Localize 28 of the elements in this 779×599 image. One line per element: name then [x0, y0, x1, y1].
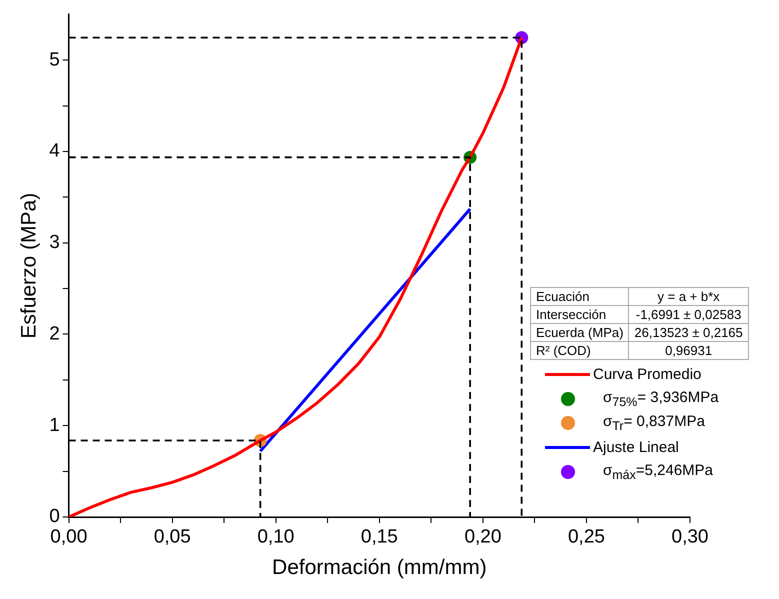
annotation: R² (COD) — [530, 342, 629, 360]
x-tick-label: 0,20 — [464, 526, 502, 548]
y-tick-label: 4 — [49, 140, 60, 162]
legend-label: σ$_{máx}$=5,246MPa — [603, 462, 714, 482]
x-tick-label: 0,15 — [360, 526, 398, 548]
annotation: -1,6991 ± 0,02583 — [628, 306, 748, 324]
y-tick-label: 0 — [49, 506, 60, 528]
annotation: 0,96931 — [628, 342, 748, 360]
annotation: y = a + b*x — [628, 288, 748, 306]
annotation: Ecuerda (MPa) — [530, 324, 629, 342]
legend-label: σ$_{75%}$= 3,936MPa — [603, 388, 719, 409]
x-axis-title: Deformación (mm/mm) — [272, 556, 487, 580]
y-axis-title: Esfuerzo (MPa) — [17, 192, 40, 339]
y-tick-label: 1 — [49, 414, 60, 436]
x-tick-label: 0,25 — [568, 526, 605, 548]
legend-label: Curva Promedio — [593, 366, 702, 383]
annotation: 26,13523 ± 0,2165 — [628, 324, 748, 342]
legend-label: σ$_{Tr}$= 0,837MPa — [603, 413, 705, 434]
annotation: Ecuación — [530, 288, 629, 306]
y-tick-label: 3 — [49, 232, 60, 254]
legend-label: Ajuste Lineal — [593, 439, 679, 456]
x-tick-label: 0,00 — [50, 526, 88, 548]
x-tick-label: 0,30 — [672, 526, 708, 548]
y-tick-label: 5 — [49, 49, 60, 70]
annotation: Intersección — [530, 306, 629, 324]
x-tick-label: 0,10 — [257, 526, 294, 548]
x-tick-label: 0,05 — [154, 526, 191, 548]
y-tick-label: 2 — [49, 323, 60, 344]
